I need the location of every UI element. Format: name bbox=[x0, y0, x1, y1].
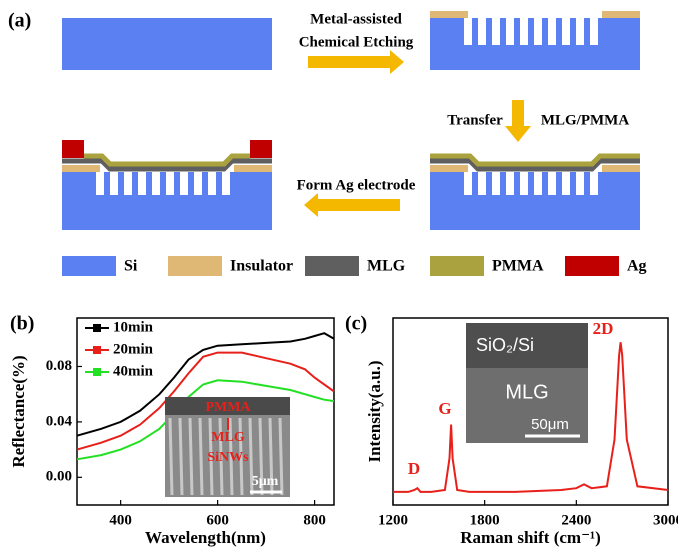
trench bbox=[534, 18, 542, 45]
inset-label: 5μm bbox=[252, 474, 279, 489]
y-tick-label: 0.08 bbox=[46, 358, 72, 374]
panel-label: (b) bbox=[10, 313, 34, 335]
x-tick-label: 400 bbox=[109, 512, 132, 528]
trench bbox=[534, 172, 542, 195]
inset-label: SiNWs bbox=[207, 450, 249, 465]
x-tick-label: 1800 bbox=[470, 512, 500, 528]
trench bbox=[194, 172, 202, 195]
inset-label: MLG bbox=[505, 381, 548, 403]
x-tick-label: 1200 bbox=[378, 512, 408, 528]
nanowire bbox=[280, 418, 282, 495]
inset-label: MLG bbox=[211, 430, 245, 445]
trench bbox=[590, 172, 598, 195]
legend-swatch bbox=[62, 256, 116, 276]
trench bbox=[464, 172, 472, 195]
final-device bbox=[62, 140, 272, 230]
figure: (a) Metal-assisted Chemical Etching Tran… bbox=[0, 0, 678, 548]
legend-label: Si bbox=[124, 258, 138, 275]
peak-label: D bbox=[408, 459, 420, 478]
legend-swatch bbox=[565, 256, 619, 276]
trench bbox=[124, 172, 132, 195]
trench bbox=[548, 172, 556, 195]
nanowire bbox=[170, 418, 172, 495]
step-label: MLG/PMMA bbox=[541, 112, 629, 128]
legend-marker bbox=[93, 324, 101, 332]
legend-marker bbox=[93, 346, 101, 354]
legend-label: MLG bbox=[367, 258, 406, 275]
trench bbox=[208, 172, 216, 195]
x-tick-label: 600 bbox=[206, 512, 229, 528]
legend-label: 10min bbox=[113, 319, 154, 335]
legend-label: PMMA bbox=[492, 258, 544, 275]
legend-label: 40min bbox=[113, 363, 154, 379]
x-tick-label: 2400 bbox=[561, 512, 591, 528]
legend-swatch bbox=[305, 256, 359, 276]
legend-swatch bbox=[430, 256, 484, 276]
inset-label: 50μm bbox=[531, 416, 569, 433]
trench bbox=[222, 172, 230, 195]
panel-label: (a) bbox=[8, 10, 31, 32]
peak-label: 2D bbox=[593, 319, 614, 338]
trench bbox=[180, 172, 188, 195]
trench bbox=[478, 18, 486, 45]
x-tick-label: 800 bbox=[303, 512, 326, 528]
panel-label: (c) bbox=[345, 313, 367, 335]
step-label: Chemical Etching bbox=[299, 34, 414, 50]
trench bbox=[478, 172, 486, 195]
legend-label: Insulator bbox=[230, 258, 293, 275]
trench bbox=[152, 172, 160, 195]
nanowire bbox=[190, 418, 192, 495]
legend-swatch bbox=[168, 256, 222, 276]
step-label: Metal-assisted bbox=[310, 11, 402, 27]
x-tick-label: 3000 bbox=[653, 512, 678, 528]
trench bbox=[506, 172, 514, 195]
x-axis-title: Wavelength(nm) bbox=[145, 528, 266, 547]
step-label: Form Ag electrode bbox=[297, 177, 416, 193]
transferred-device bbox=[430, 156, 640, 230]
trench bbox=[166, 172, 174, 195]
y-axis-title: Intensity(a.u.) bbox=[365, 360, 384, 462]
trench bbox=[464, 18, 472, 45]
y-tick-label: 0.00 bbox=[46, 469, 72, 485]
nanowire bbox=[180, 418, 182, 495]
si-substrate bbox=[62, 18, 272, 70]
peak-label: G bbox=[438, 399, 451, 418]
trench bbox=[492, 18, 500, 45]
step-label: Transfer bbox=[447, 112, 503, 128]
trench bbox=[562, 172, 570, 195]
trench bbox=[506, 18, 514, 45]
etched-substrate bbox=[430, 11, 640, 70]
process-arrow bbox=[505, 100, 531, 142]
trench bbox=[520, 18, 528, 45]
y-tick-label: 0.04 bbox=[46, 413, 73, 429]
y-axis-title: Reflectance(%) bbox=[9, 355, 28, 467]
x-axis-title: Raman shift (cm⁻¹) bbox=[460, 528, 601, 547]
trench bbox=[590, 18, 598, 45]
trench bbox=[110, 172, 118, 195]
nanowire bbox=[200, 418, 202, 495]
trench bbox=[576, 172, 584, 195]
legend-label: 20min bbox=[113, 341, 154, 357]
inset-label: SiO₂/Si bbox=[476, 335, 534, 355]
trench bbox=[520, 172, 528, 195]
trench bbox=[492, 172, 500, 195]
legend-label: Ag bbox=[627, 258, 647, 275]
process-arrow bbox=[308, 50, 404, 74]
process-arrow bbox=[304, 193, 400, 217]
legend: Si Insulator MLG PMMA Ag bbox=[62, 256, 647, 276]
legend-marker bbox=[93, 368, 101, 376]
trench bbox=[548, 18, 556, 45]
trench bbox=[96, 172, 104, 195]
trench bbox=[576, 18, 584, 45]
inset-label: PMMA bbox=[205, 400, 251, 415]
trench bbox=[138, 172, 146, 195]
trench bbox=[562, 18, 570, 45]
